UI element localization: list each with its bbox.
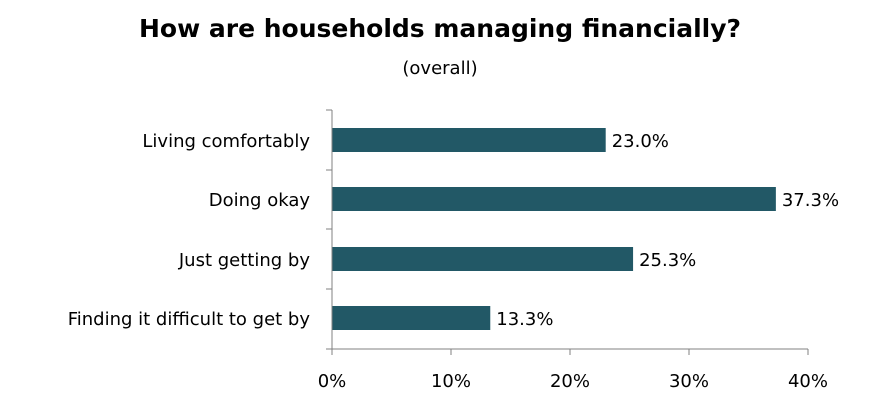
x-tick-label: 30% [669, 371, 709, 392]
bar [332, 247, 634, 271]
category-label: Living comfortably [142, 131, 310, 152]
data-label: 25.3% [639, 250, 696, 271]
data-label: 23.0% [612, 131, 669, 152]
category-label: Finding it difficult to get by [68, 309, 311, 330]
x-tick-label: 10% [431, 371, 471, 392]
data-label: 13.3% [496, 309, 553, 330]
data-label: 37.3% [782, 190, 839, 211]
bar [332, 306, 491, 330]
category-label: Just getting by [178, 250, 310, 271]
bar [332, 128, 606, 152]
bar [332, 187, 776, 211]
category-label: Doing okay [209, 190, 311, 211]
chart-title: How are households managing financially? [138, 14, 742, 43]
x-tick-label: 20% [550, 371, 590, 392]
chart-subtitle: (overall) [402, 58, 478, 79]
x-tick-label: 0% [318, 371, 347, 392]
x-tick-label: 40% [788, 371, 828, 392]
